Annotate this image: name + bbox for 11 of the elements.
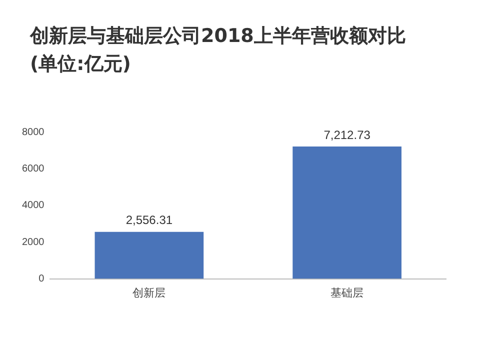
data-label: 7,212.73 <box>324 128 371 142</box>
x-tick-label: 创新层 <box>132 286 166 300</box>
chart-subtitle: (单位:亿元) <box>30 52 132 77</box>
chart-title: 创新层与基础层公司2018上半年营收额对比 <box>30 24 407 49</box>
y-tick-label: 6000 <box>22 163 45 174</box>
x-tick-label: 基础层 <box>330 286 364 300</box>
y-tick-label: 8000 <box>22 126 45 138</box>
data-label: 2,556.31 <box>126 213 173 228</box>
y-tick-label: 4000 <box>22 200 45 212</box>
y-tick-label: 0 <box>38 274 45 285</box>
y-tick-label: 2000 <box>22 236 45 248</box>
